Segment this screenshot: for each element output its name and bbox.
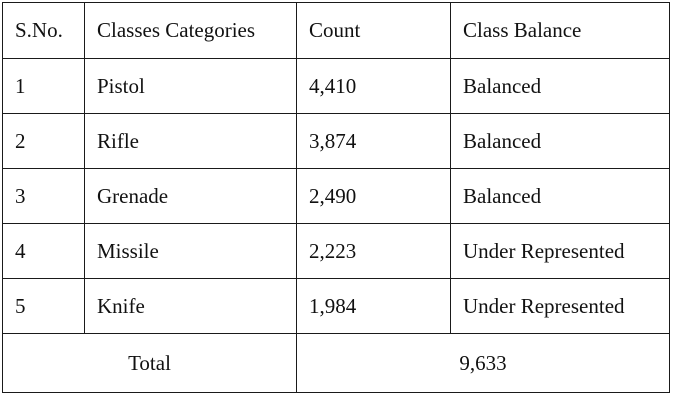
header-class-category: Classes Categories — [84, 2, 297, 59]
table-row: 2 Rifle 3,874 Balanced — [2, 113, 670, 169]
cell-class-balance: Under Represented — [450, 278, 670, 334]
total-label: Total — [2, 333, 297, 393]
table-header-row: S.No. Classes Categories Count Class Bal… — [2, 2, 670, 59]
cell-count: 2,490 — [296, 168, 451, 224]
cell-class-category: Rifle — [84, 113, 297, 169]
cell-class-category: Missile — [84, 223, 297, 279]
header-class-balance: Class Balance — [450, 2, 670, 59]
cell-count: 3,874 — [296, 113, 451, 169]
table-row: 4 Missile 2,223 Under Represented — [2, 223, 670, 279]
class-distribution-table: S.No. Classes Categories Count Class Bal… — [2, 2, 670, 393]
cell-class-category: Pistol — [84, 58, 297, 114]
table-row: 3 Grenade 2,490 Balanced — [2, 168, 670, 224]
total-value: 9,633 — [296, 333, 670, 393]
header-serial-number: S.No. — [2, 2, 85, 59]
cell-class-balance: Under Represented — [450, 223, 670, 279]
cell-class-balance: Balanced — [450, 113, 670, 169]
cell-serial-number: 2 — [2, 113, 85, 169]
cell-class-balance: Balanced — [450, 58, 670, 114]
cell-serial-number: 3 — [2, 168, 85, 224]
table-row: 1 Pistol 4,410 Balanced — [2, 58, 670, 114]
cell-count: 2,223 — [296, 223, 451, 279]
total-row: Total 9,633 — [2, 333, 670, 393]
table-row: 5 Knife 1,984 Under Represented — [2, 278, 670, 334]
cell-serial-number: 4 — [2, 223, 85, 279]
cell-count: 4,410 — [296, 58, 451, 114]
cell-serial-number: 5 — [2, 278, 85, 334]
header-count: Count — [296, 2, 451, 59]
cell-class-category: Grenade — [84, 168, 297, 224]
cell-serial-number: 1 — [2, 58, 85, 114]
cell-class-balance: Balanced — [450, 168, 670, 224]
cell-count: 1,984 — [296, 278, 451, 334]
cell-class-category: Knife — [84, 278, 297, 334]
